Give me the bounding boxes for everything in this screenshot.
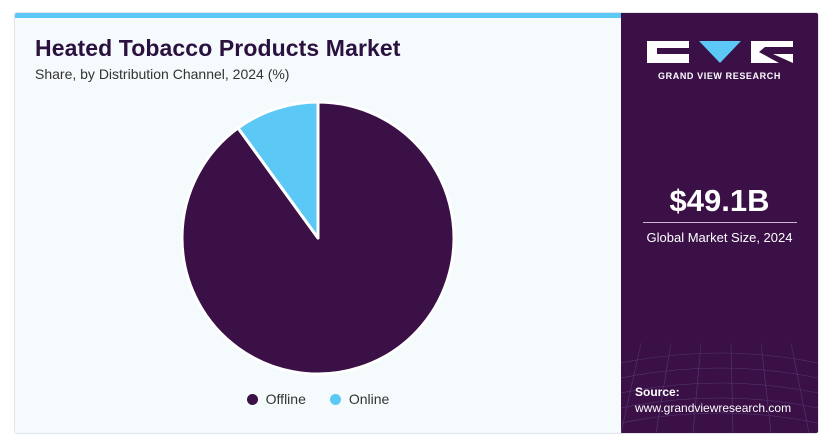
legend-item-online: Online [329, 391, 390, 407]
source-link[interactable]: www.grandviewresearch.com [635, 401, 792, 415]
legend-label-online: Online [348, 391, 390, 407]
legend-swatch-online [329, 393, 341, 405]
chart-title: Heated Tobacco Products Market [35, 35, 401, 61]
legend-label-offline: Offline [265, 391, 306, 407]
summary-sidebar: GRAND VIEW RESEARCH $49.1B Global Market… [621, 13, 818, 433]
pie-slice-online [236, 100, 320, 240]
chart-panel: Heated Tobacco Products Market Share, by… [15, 13, 621, 433]
market-size-value: $49.1B [669, 183, 770, 218]
value-divider [643, 222, 797, 223]
chart-legend: Offline Online [15, 391, 621, 407]
chart-subtitle: Share, by Distribution Channel, 2024 (%) [35, 66, 290, 82]
legend-item-offline: Offline [246, 391, 306, 407]
grand-view-research-logo [647, 41, 793, 63]
brand-name: GRAND VIEW RESEARCH [658, 71, 781, 81]
pie-chart [180, 100, 456, 376]
infographic-card: Heated Tobacco Products Market Share, by… [14, 12, 819, 434]
legend-swatch-offline [246, 393, 258, 405]
source-label: Source: [635, 385, 680, 399]
market-size-label: Global Market Size, 2024 [646, 230, 793, 245]
grid-decoration [621, 303, 818, 433]
accent-bar [15, 13, 621, 18]
